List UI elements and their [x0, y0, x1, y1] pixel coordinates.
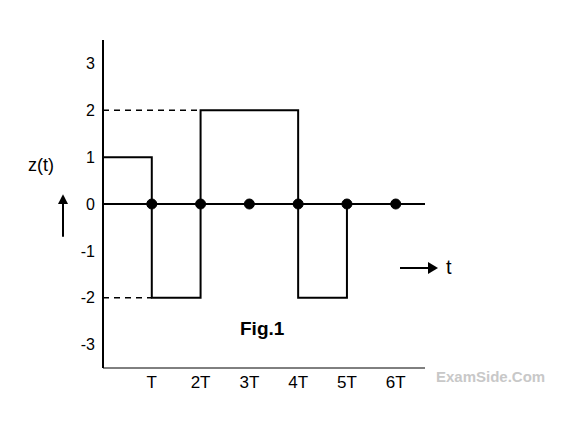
html-text:ExamSide.Com: ExamSide.Com: [436, 368, 546, 385]
svg-text:2: 2: [86, 102, 95, 119]
svg-text:-2: -2: [81, 289, 95, 306]
svg-text:-3: -3: [81, 336, 95, 353]
html-text:t: t: [446, 256, 452, 278]
svg-text:3T: 3T: [239, 373, 259, 392]
svg-text:2T: 2T: [191, 373, 211, 392]
svg-text:3: 3: [86, 55, 95, 72]
svg-text:1: 1: [86, 149, 95, 166]
svg-text:-1: -1: [81, 243, 95, 260]
svg-text:0: 0: [86, 196, 95, 213]
svg-text:6T: 6T: [386, 373, 406, 392]
svg-text:z(t): z(t): [28, 155, 54, 175]
svg-text:T: T: [147, 373, 157, 392]
html-text:Fig.1: Fig.1: [240, 318, 285, 339]
svg-text:5T: 5T: [337, 373, 357, 392]
svg-text:4T: 4T: [288, 373, 308, 392]
